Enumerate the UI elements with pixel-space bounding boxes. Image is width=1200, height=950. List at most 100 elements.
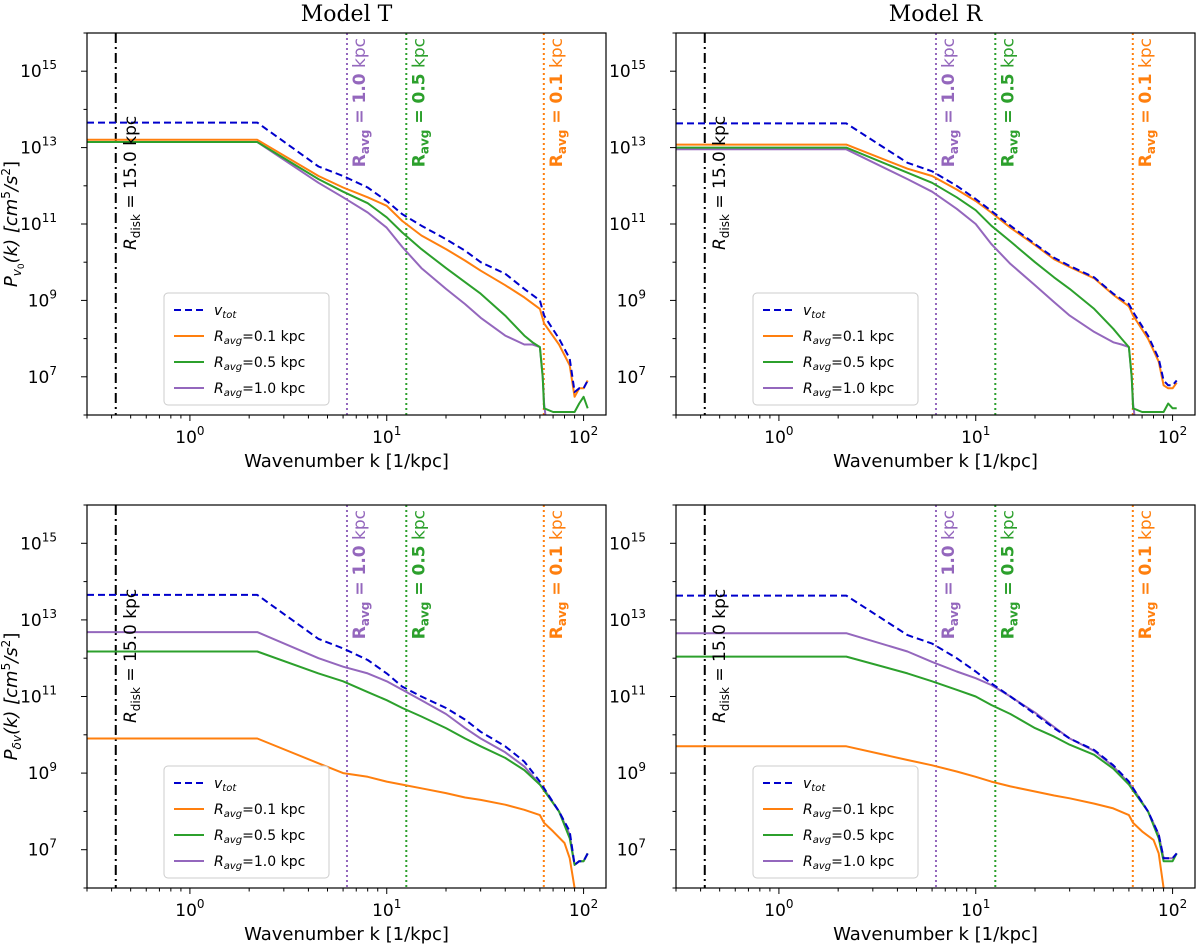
y-tick-label: 1015 <box>609 58 646 82</box>
y-tick-label: 107 <box>617 837 646 861</box>
x-tick-label: 101 <box>961 897 990 921</box>
series-group <box>87 33 589 415</box>
vline-label-0: Rdisk = 15.0 kpc <box>121 589 143 723</box>
series-group <box>676 505 1178 888</box>
x-tick-label: 100 <box>764 424 793 448</box>
legend-label: Ravg=0.5 kpc <box>803 355 894 373</box>
x-tick-label: 101 <box>961 424 990 448</box>
x-tick-label: 102 <box>569 897 598 921</box>
x-tick-label: 101 <box>372 424 401 448</box>
series-line-v-tot <box>87 121 589 393</box>
panel-3: Rdisk = 15.0 kpc Ravg = 1.0 kpc Ravg = 0.5… <box>0 504 607 945</box>
x-tick-label: 102 <box>1158 897 1187 921</box>
x-tick-label: 100 <box>175 424 204 448</box>
y-tick-label: 109 <box>28 287 57 311</box>
vline-label-2: Ravg = 0.5 kpc <box>998 38 1020 167</box>
legend-label: Ravg=0.5 kpc <box>214 828 305 846</box>
y-tick-label: 1013 <box>609 135 646 159</box>
panel-2: Model R Rdisk = 15.0 kpc Ravg = 1.0 kpc Rav… <box>609 2 1196 472</box>
y-tick-label: 109 <box>28 760 57 784</box>
series-line-v-tot <box>676 594 1178 860</box>
y-tick-label: 1011 <box>609 684 646 708</box>
x-axis-label: Wavenumber k [1/kpc] <box>244 451 449 472</box>
legend-label: vtot <box>803 776 826 794</box>
y-tick-label: 109 <box>617 760 646 784</box>
y-tick-label: 1011 <box>20 211 57 235</box>
legend-label: vtot <box>803 303 826 321</box>
panel-title: Model R <box>889 2 984 27</box>
legend-box <box>752 292 919 406</box>
y-tick-label: 1011 <box>20 684 57 708</box>
series-line-r-avg-0-5-kpc <box>676 146 1177 413</box>
legend-label: Ravg=0.1 kpc <box>214 329 305 347</box>
y-tick-label: 1013 <box>20 135 57 159</box>
legend: vtot Ravg=0.1 kpc Ravg=0.5 kpc Ravg=1.0 kpc <box>163 292 330 406</box>
y-axis-label: Pδv(k) [cm5/s2] <box>0 633 24 761</box>
vline-label-3: Ravg = 0.1 kpc <box>547 510 569 639</box>
series-line-r-avg-0-1-kpc <box>676 745 1165 888</box>
y-tick-label: 1015 <box>609 530 646 554</box>
legend-label: Ravg=0.5 kpc <box>214 355 305 373</box>
x-tick-label: 102 <box>1158 424 1187 448</box>
legend-box <box>752 765 919 879</box>
vline-label-1: Ravg = 1.0 kpc <box>939 38 961 167</box>
panel-1: Model T Rdisk = 15.0 kpc Ravg = 1.0 kpc Rav… <box>0 2 607 472</box>
legend-label: Ravg=0.5 kpc <box>803 828 894 846</box>
vline-label-3: Ravg = 0.1 kpc <box>547 38 569 167</box>
x-axis-label: Wavenumber k [1/kpc] <box>833 451 1038 472</box>
x-tick-label: 100 <box>764 897 793 921</box>
x-tick-label: 100 <box>175 897 204 921</box>
series-group <box>87 505 589 888</box>
y-tick-label: 1015 <box>20 530 57 554</box>
vline-label-1: Ravg = 1.0 kpc <box>939 510 961 639</box>
legend-label: Ravg=1.0 kpc <box>803 854 894 872</box>
x-tick-label: 102 <box>569 424 598 448</box>
series-line-r-avg-0-1-kpc <box>87 737 576 888</box>
legend-label: Ravg=1.0 kpc <box>803 381 894 399</box>
y-tick-label: 107 <box>28 364 57 388</box>
legend-box <box>163 292 330 406</box>
y-tick-label: 109 <box>617 287 646 311</box>
legend: vtot Ravg=0.1 kpc Ravg=0.5 kpc Ravg=1.0 kpc <box>752 292 919 406</box>
panel-4: Rdisk = 15.0 kpc Ravg = 1.0 kpc Ravg = 0.5… <box>609 504 1196 945</box>
panel-title: Model T <box>301 2 393 27</box>
x-tick-label: 101 <box>372 897 401 921</box>
legend-box <box>163 765 330 879</box>
vline-label-1: Ravg = 1.0 kpc <box>350 510 372 639</box>
series-line-r-avg-0-5-kpc <box>87 141 589 413</box>
series-line-v-tot <box>676 122 1178 387</box>
legend-label: vtot <box>214 776 237 794</box>
vline-label-2: Ravg = 0.5 kpc <box>409 510 431 639</box>
y-tick-label: 1015 <box>20 58 57 82</box>
legend-label: Ravg=0.1 kpc <box>803 802 894 820</box>
legend: vtot Ravg=0.1 kpc Ravg=0.5 kpc Ravg=1.0 kpc <box>163 765 330 879</box>
vline-label-2: Ravg = 0.5 kpc <box>409 38 431 167</box>
vline-label-0: Rdisk = 15.0 kpc <box>710 116 732 250</box>
y-tick-label: 107 <box>28 837 57 861</box>
x-axis-label: Wavenumber k [1/kpc] <box>244 924 449 945</box>
vline-label-3: Ravg = 0.1 kpc <box>1136 38 1158 167</box>
y-tick-label: 1011 <box>609 211 646 235</box>
y-tick-label: 107 <box>617 364 646 388</box>
series-line-r-avg-1-0-kpc <box>87 631 589 866</box>
legend-label: Ravg=1.0 kpc <box>214 381 305 399</box>
y-tick-label: 1013 <box>20 607 57 631</box>
vline-label-0: Rdisk = 15.0 kpc <box>121 116 143 250</box>
legend-label: Ravg=1.0 kpc <box>214 854 305 872</box>
y-tick-label: 1013 <box>609 607 646 631</box>
series-line-v-tot <box>87 593 589 866</box>
legend-label: Ravg=0.1 kpc <box>214 802 305 820</box>
series-line-r-avg-0-1-kpc <box>87 138 589 398</box>
series-line-r-avg-0-5-kpc <box>676 655 1178 863</box>
vline-label-3: Ravg = 0.1 kpc <box>1136 510 1158 639</box>
legend-label: Ravg=0.1 kpc <box>803 329 894 347</box>
legend: vtot Ravg=0.1 kpc Ravg=0.5 kpc Ravg=1.0 kpc <box>752 765 919 879</box>
series-group <box>676 33 1178 415</box>
x-axis-label: Wavenumber k [1/kpc] <box>833 924 1038 945</box>
vline-label-2: Ravg = 0.5 kpc <box>998 510 1020 639</box>
legend-label: vtot <box>214 303 237 321</box>
y-axis-label: Pv0(k) [cm5/s2] <box>0 161 27 287</box>
vline-label-0: Rdisk = 15.0 kpc <box>710 589 732 723</box>
vline-label-1: Ravg = 1.0 kpc <box>350 38 372 167</box>
